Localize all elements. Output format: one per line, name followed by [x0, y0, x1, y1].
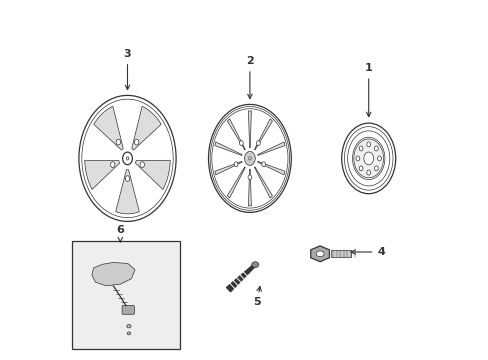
Polygon shape: [248, 169, 251, 206]
Text: 2: 2: [245, 56, 253, 99]
Polygon shape: [310, 246, 329, 262]
Polygon shape: [92, 262, 135, 286]
Ellipse shape: [363, 152, 373, 165]
Polygon shape: [330, 250, 350, 257]
Ellipse shape: [126, 324, 131, 328]
Polygon shape: [254, 167, 272, 198]
Ellipse shape: [366, 170, 370, 175]
Bar: [72, 241, 179, 349]
Ellipse shape: [116, 139, 121, 145]
Ellipse shape: [366, 142, 370, 147]
Ellipse shape: [261, 162, 265, 167]
Ellipse shape: [316, 251, 324, 257]
Polygon shape: [94, 106, 123, 150]
Ellipse shape: [251, 262, 258, 267]
Ellipse shape: [355, 156, 359, 161]
Ellipse shape: [256, 141, 260, 145]
Ellipse shape: [248, 157, 251, 160]
Ellipse shape: [359, 166, 362, 171]
Polygon shape: [131, 106, 161, 150]
Text: 4: 4: [350, 247, 385, 257]
Polygon shape: [257, 142, 285, 156]
Polygon shape: [214, 142, 242, 156]
Polygon shape: [225, 264, 256, 292]
Polygon shape: [257, 161, 285, 175]
Ellipse shape: [374, 146, 377, 151]
Text: 1: 1: [364, 63, 372, 117]
Ellipse shape: [374, 166, 377, 171]
Ellipse shape: [353, 139, 383, 178]
Polygon shape: [254, 119, 272, 150]
Ellipse shape: [234, 162, 238, 167]
Polygon shape: [227, 167, 245, 198]
Text: 3: 3: [123, 49, 131, 90]
Ellipse shape: [247, 175, 251, 180]
Ellipse shape: [110, 162, 115, 167]
Polygon shape: [135, 160, 170, 189]
Polygon shape: [227, 119, 245, 150]
Ellipse shape: [122, 152, 132, 165]
Ellipse shape: [125, 176, 129, 181]
FancyBboxPatch shape: [122, 306, 134, 314]
Polygon shape: [214, 161, 242, 175]
Ellipse shape: [239, 141, 243, 145]
Ellipse shape: [359, 146, 362, 151]
Text: 6: 6: [116, 225, 124, 242]
Ellipse shape: [134, 139, 139, 145]
Polygon shape: [248, 111, 251, 148]
Ellipse shape: [377, 156, 381, 161]
Ellipse shape: [140, 162, 144, 167]
Polygon shape: [116, 170, 139, 214]
Ellipse shape: [244, 151, 255, 165]
Ellipse shape: [126, 157, 128, 160]
Polygon shape: [84, 160, 120, 189]
Text: 5: 5: [253, 287, 261, 307]
Ellipse shape: [127, 332, 130, 335]
